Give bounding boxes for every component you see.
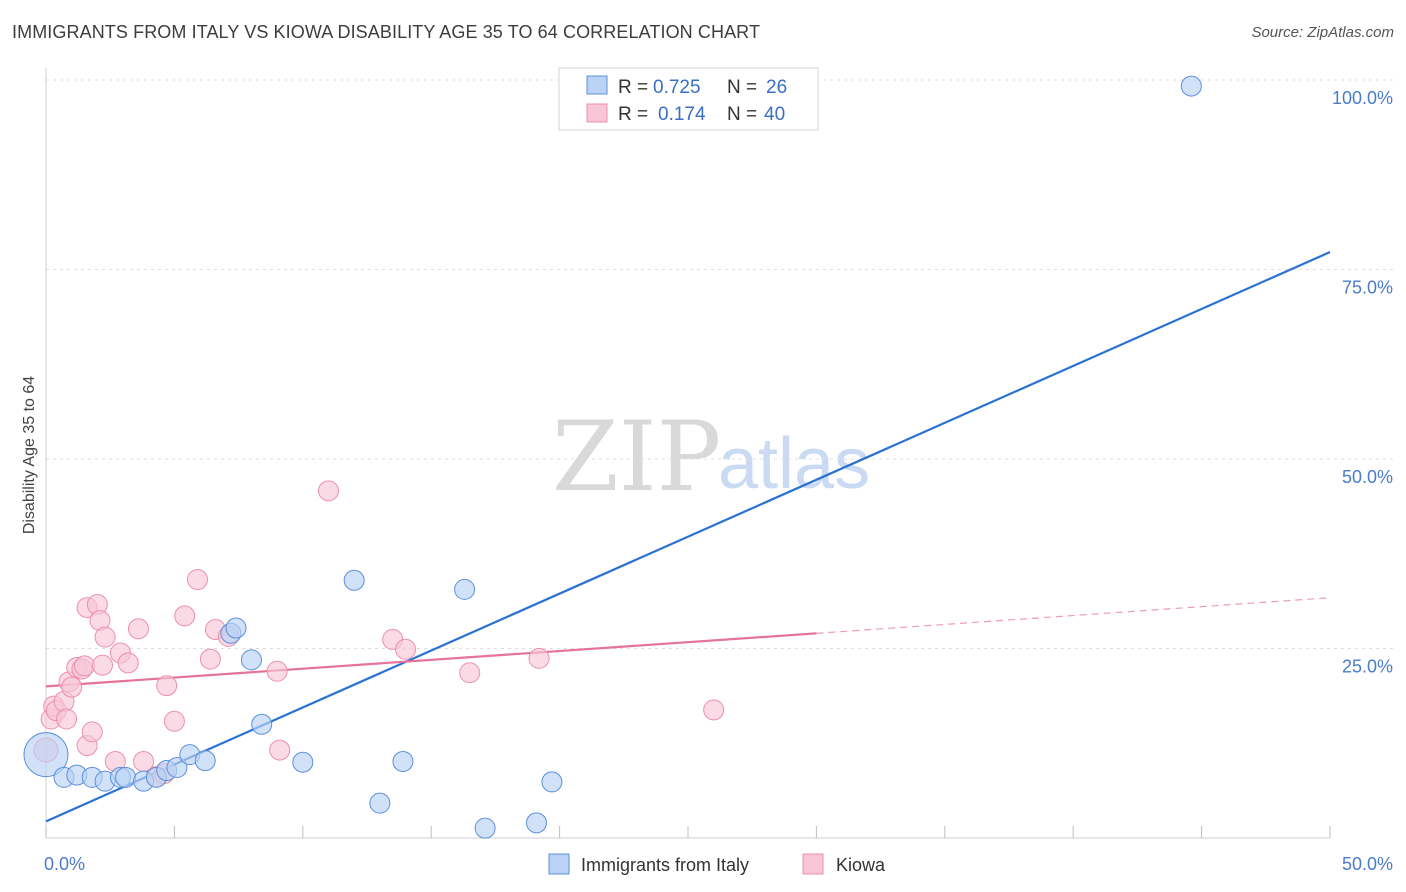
point-pink-17 <box>94 626 116 648</box>
point-pink-37 <box>459 662 481 684</box>
data-points <box>23 75 1202 839</box>
point-pink-38 <box>528 647 550 669</box>
point-pink-27 <box>174 605 196 627</box>
point-pink-36 <box>395 638 417 660</box>
point-blue-10 <box>166 757 188 779</box>
watermark-atlas: atlas <box>718 424 870 504</box>
point-pink-29 <box>199 648 221 670</box>
trend-line-pink <box>45 632 817 688</box>
x-tick-label-min: 0.0% <box>44 854 85 874</box>
point-blue-0 <box>23 732 69 778</box>
x-tick-label-max: 50.0% <box>1342 854 1393 874</box>
x-tick-labels: 0.0% 50.0% <box>44 854 1393 874</box>
legend-r-label-1: R = <box>618 104 648 125</box>
point-blue-15 <box>240 649 262 671</box>
point-pink-25 <box>156 675 178 697</box>
legend-r-label-0: R = <box>618 77 648 98</box>
legend-r-value-0: 0.725 <box>653 77 701 98</box>
legend-n-label-0: N = <box>727 77 757 98</box>
y-tick-label-100: 100.0% <box>1332 88 1393 108</box>
point-blue-20 <box>392 750 414 772</box>
point-pink-26 <box>163 710 185 732</box>
point-pink-32 <box>266 660 288 682</box>
point-blue-22 <box>474 817 496 839</box>
point-pink-39 <box>703 699 725 721</box>
point-pink-34 <box>317 480 339 502</box>
y-axis-label: Disability Age 35 to 64 <box>21 376 38 534</box>
point-blue-21 <box>454 578 476 600</box>
point-blue-14 <box>225 617 247 639</box>
point-pink-5 <box>56 708 78 730</box>
bottom-legend-label-italy: Immigrants from Italy <box>581 855 749 875</box>
bottom-legend-swatch-blue <box>548 853 570 875</box>
point-blue-17 <box>292 751 314 773</box>
point-pink-7 <box>61 676 83 698</box>
trend-line-blue <box>45 251 1331 823</box>
legend: R = 0.725 N = 26 R = 0.174 N = 40 <box>558 67 819 131</box>
point-blue-19 <box>369 792 391 814</box>
legend-swatch-pink <box>586 103 608 123</box>
y-tick-label-50: 50.0% <box>1342 467 1393 487</box>
trend-lines <box>45 251 1331 823</box>
legend-r-value-1: 0.174 <box>658 104 706 125</box>
point-pink-33 <box>269 739 291 761</box>
point-pink-13 <box>81 721 103 743</box>
point-blue-6 <box>115 766 137 788</box>
point-blue-18 <box>343 569 365 591</box>
bottom-legend-swatch-pink <box>802 853 824 875</box>
grid-lines <box>46 79 1395 649</box>
watermark-zip: ZIP <box>552 401 721 513</box>
y-tick-labels: 25.0% 50.0% 75.0% 100.0% <box>1332 88 1393 677</box>
point-pink-10 <box>74 655 96 677</box>
point-blue-24 <box>541 771 563 793</box>
point-blue-25 <box>1180 75 1202 97</box>
point-pink-16 <box>91 654 113 676</box>
trend-line-pink-dashed <box>816 597 1331 634</box>
chart-title: IMMIGRANTS FROM ITALY VS KIOWA DISABILIT… <box>12 22 761 42</box>
point-pink-28 <box>187 569 209 591</box>
legend-n-value-0: 26 <box>766 77 787 98</box>
point-pink-21 <box>127 618 149 640</box>
legend-swatch-blue <box>586 75 608 95</box>
point-blue-16 <box>251 713 273 735</box>
y-tick-label-75: 75.0% <box>1342 278 1393 298</box>
point-blue-12 <box>194 750 216 772</box>
bottom-legend-label-kiowa: Kiowa <box>836 855 886 875</box>
source-label: Source: ZipAtlas.com <box>1251 24 1394 41</box>
legend-n-value-1: 40 <box>764 104 785 125</box>
point-pink-20 <box>117 652 139 674</box>
point-blue-23 <box>525 812 547 834</box>
y-tick-label-25: 25.0% <box>1342 657 1393 677</box>
legend-n-label-1: N = <box>727 104 757 125</box>
bottom-legend: Immigrants from Italy Kiowa <box>548 853 886 875</box>
